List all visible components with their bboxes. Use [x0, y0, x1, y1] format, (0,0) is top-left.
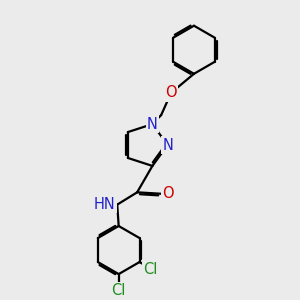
- Text: N: N: [162, 137, 173, 152]
- Text: N: N: [147, 117, 158, 132]
- Text: O: O: [162, 186, 173, 201]
- Text: Cl: Cl: [143, 262, 158, 277]
- Text: Cl: Cl: [112, 283, 126, 298]
- Text: HN: HN: [94, 196, 116, 211]
- Text: O: O: [165, 85, 177, 100]
